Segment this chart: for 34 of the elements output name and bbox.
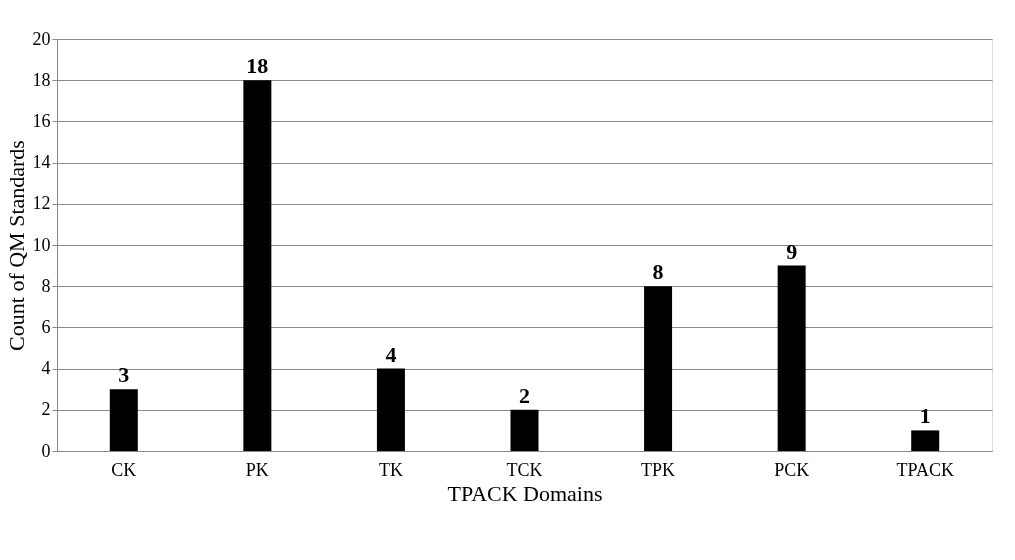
bar xyxy=(911,430,940,451)
y-tick-label: 4 xyxy=(41,358,51,379)
x-axis-title: TPACK Domains xyxy=(447,480,603,506)
y-tick-label: 6 xyxy=(41,316,51,337)
data-label: 3 xyxy=(118,362,130,388)
x-tick-label: TK xyxy=(378,459,403,480)
y-tick-label: 12 xyxy=(32,193,51,214)
y-tick-label: 18 xyxy=(32,69,51,90)
x-tick-label: TPACK xyxy=(896,459,954,480)
bar xyxy=(376,368,405,451)
x-tick-label: CK xyxy=(111,459,137,480)
y-tick-label: 10 xyxy=(32,234,51,255)
y-axis-title: Count of QM Standards xyxy=(3,140,29,351)
y-tick-label: 14 xyxy=(32,152,51,173)
bar xyxy=(644,286,673,451)
data-label: 8 xyxy=(652,259,664,285)
bar xyxy=(243,80,272,451)
y-tick-label: 8 xyxy=(41,275,51,296)
bar xyxy=(777,265,806,451)
x-tick-label: TPK xyxy=(641,459,676,480)
x-tick-label: PCK xyxy=(774,459,810,480)
y-tick-label: 20 xyxy=(32,28,51,49)
bar xyxy=(510,409,539,451)
y-tick-label: 2 xyxy=(41,399,51,420)
data-label: 9 xyxy=(786,238,798,264)
data-label: 1 xyxy=(919,403,931,429)
data-label: 2 xyxy=(519,382,530,408)
y-tick-label: 16 xyxy=(32,110,51,131)
y-tick-label: 0 xyxy=(41,440,51,461)
x-tick-label: PK xyxy=(245,459,269,480)
x-tick-label: TCK xyxy=(506,459,543,480)
bar xyxy=(109,389,138,451)
data-label: 18 xyxy=(246,53,269,79)
data-label: 4 xyxy=(385,341,397,367)
